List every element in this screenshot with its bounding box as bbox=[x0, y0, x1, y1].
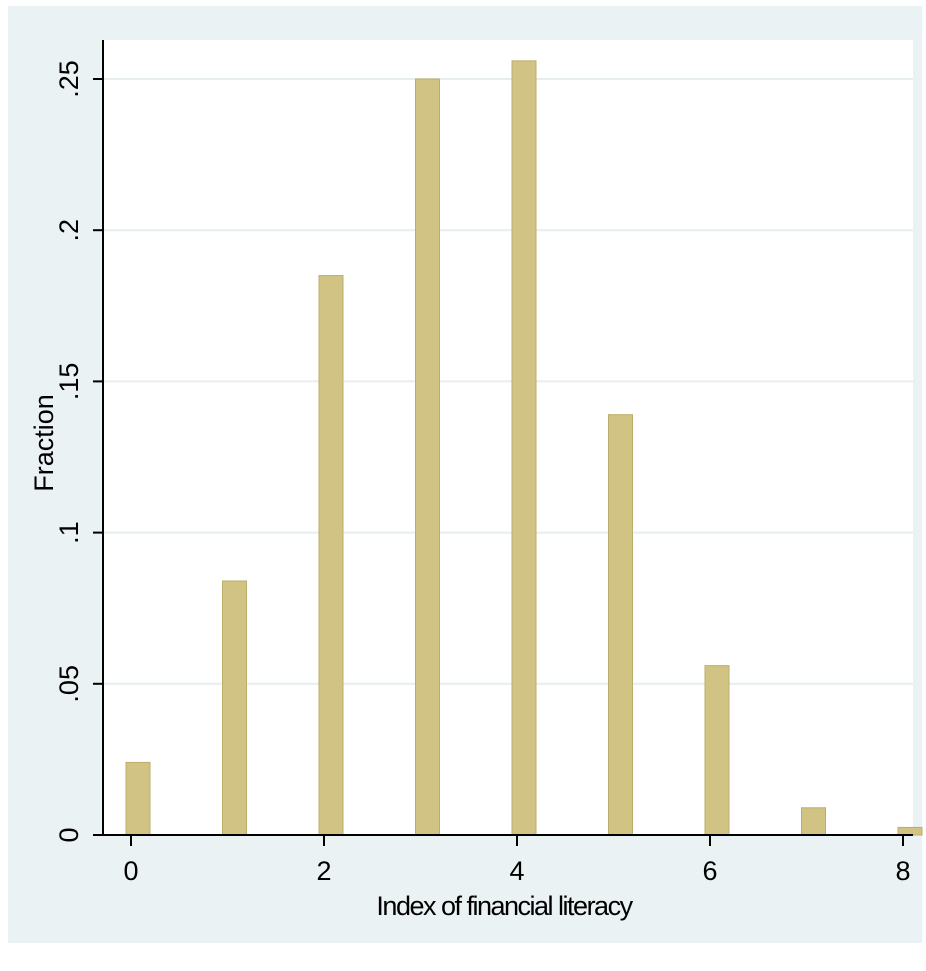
axes bbox=[102, 40, 913, 836]
y-tick-label: .05 bbox=[54, 665, 84, 703]
x-tick-label: 0 bbox=[123, 856, 138, 886]
bar bbox=[318, 275, 344, 836]
bar bbox=[704, 665, 730, 836]
x-tick-label: 6 bbox=[702, 856, 717, 886]
bar bbox=[222, 580, 247, 836]
bar bbox=[511, 60, 537, 836]
y-tick-label: .15 bbox=[54, 363, 84, 401]
y-tick-label: 0 bbox=[54, 827, 84, 842]
bar bbox=[897, 826, 923, 836]
bar bbox=[801, 807, 826, 836]
bar bbox=[415, 78, 440, 836]
y-tick-label: .25 bbox=[54, 60, 84, 98]
x-tick-label: 4 bbox=[509, 856, 524, 886]
x-axis-label: Index of financial literacy bbox=[376, 891, 633, 921]
bars bbox=[125, 60, 923, 836]
y-tick-label: .1 bbox=[54, 521, 84, 544]
x-ticks: 0 2 4 6 8 bbox=[123, 835, 911, 886]
x-tick-label: 2 bbox=[316, 856, 331, 886]
y-axis-label: Fraction bbox=[29, 394, 59, 492]
bar bbox=[125, 761, 151, 836]
x-tick-label: 8 bbox=[895, 856, 910, 886]
bar bbox=[608, 414, 633, 836]
y-tick-label: .2 bbox=[54, 219, 84, 242]
y-ticks: 0 .05 .1 .15 .2 .25 bbox=[54, 60, 103, 843]
